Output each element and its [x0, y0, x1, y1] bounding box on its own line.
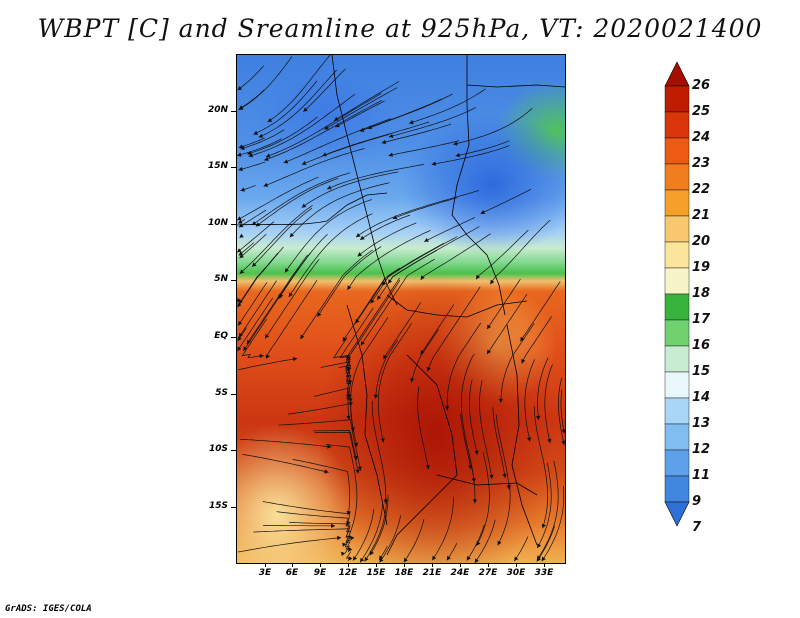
map-plot-area	[236, 54, 566, 564]
colorbar-label: 24	[692, 130, 711, 145]
lon-label: 30E	[506, 568, 526, 578]
colorbar-label: 17	[692, 312, 711, 327]
colorbar-bottom-arrow	[664, 501, 690, 527]
colorbar-label: 25	[692, 104, 711, 119]
colorbar-label: 19	[692, 260, 711, 275]
lon-label: 6E	[285, 568, 299, 578]
streamlines	[237, 55, 565, 563]
colorbar-label: 22	[692, 182, 711, 197]
colorbar-label: 21	[692, 208, 711, 223]
lon-label: 21E	[422, 568, 442, 578]
lat-label: EQ	[214, 331, 228, 341]
colorbar-swatch	[664, 397, 690, 425]
lat-label: 15N	[207, 161, 228, 171]
colorbar-label: 23	[692, 156, 711, 171]
colorbar-label: 20	[692, 234, 711, 249]
colorbar-swatch	[664, 475, 690, 503]
colorbar-label: 16	[692, 338, 711, 353]
lat-label: 10N	[207, 218, 228, 228]
lon-label: 33E	[534, 568, 554, 578]
lon-label: 9E	[313, 568, 327, 578]
colorbar-label: 14	[692, 390, 711, 405]
lat-label: 20N	[207, 105, 228, 115]
colorbar-swatch	[664, 371, 690, 399]
colorbar-swatch	[664, 163, 690, 191]
colorbar-label: 12	[692, 442, 711, 457]
lat-label: 5S	[215, 388, 228, 398]
lat-label: 5N	[214, 274, 228, 284]
colorbar-swatch	[664, 111, 690, 139]
map-title: WBPT [C] and Sreamline at 925hPa, VT: 20…	[37, 14, 763, 43]
lon-label: 27E	[478, 568, 498, 578]
lon-label: 12E	[338, 568, 358, 578]
colorbar-swatch	[664, 449, 690, 477]
country-borders	[237, 55, 565, 556]
colorbar-swatch	[664, 423, 690, 451]
colorbar-label: 9	[692, 494, 702, 509]
lon-label: 24E	[450, 568, 470, 578]
colorbar-label: 7	[692, 520, 702, 535]
colorbar-swatch	[664, 85, 690, 113]
colorbar-label: 13	[692, 416, 711, 431]
colorbar-swatch	[664, 319, 690, 347]
lon-label: 15E	[366, 568, 386, 578]
colorbar-label: 15	[692, 364, 711, 379]
credit-text: GrADS: IGES/COLA	[5, 604, 92, 614]
lat-label: 10S	[208, 444, 228, 454]
colorbar-swatch	[664, 189, 690, 217]
colorbar-swatch	[664, 293, 690, 321]
colorbar-swatch	[664, 267, 690, 295]
lat-label: 15S	[208, 501, 228, 511]
colorbar-label: 18	[692, 286, 711, 301]
colorbar-swatch	[664, 215, 690, 243]
lon-label: 18E	[394, 568, 414, 578]
colorbar-swatch	[664, 137, 690, 165]
lon-label: 3E	[258, 568, 272, 578]
colorbar-top-arrow	[664, 61, 690, 87]
colorbar-swatch	[664, 345, 690, 373]
colorbar-label: 26	[692, 78, 711, 93]
colorbar	[664, 61, 690, 527]
colorbar-label: 11	[692, 468, 711, 483]
colorbar-swatch	[664, 241, 690, 269]
